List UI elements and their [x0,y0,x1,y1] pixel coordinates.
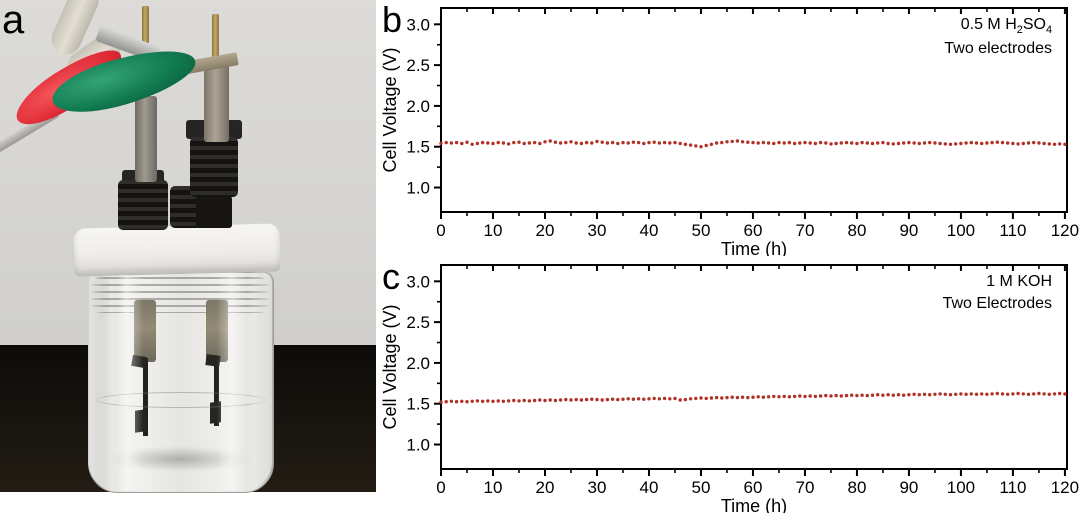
svg-text:70: 70 [795,221,814,240]
svg-text:90: 90 [899,221,918,240]
data-points [439,139,1067,149]
svg-text:1.5: 1.5 [406,395,430,414]
svg-text:110: 110 [999,221,1026,240]
axis-ticks [434,265,1066,476]
plot-frame [440,7,1068,213]
svg-text:120: 120 [1051,478,1079,497]
svg-text:70: 70 [795,478,814,497]
annotation-b: 0.5 M H2SO4 Two electrodes [944,14,1052,61]
svg-text:1.0: 1.0 [406,436,430,455]
svg-text:100: 100 [947,221,975,240]
svg-text:1.0: 1.0 [406,179,430,198]
svg-text:50: 50 [692,478,711,497]
axis-ticks [434,8,1066,219]
y-axis-title: Cell Voltage (V) [380,47,400,172]
svg-text:3.0: 3.0 [406,272,430,291]
svg-text:60: 60 [743,221,762,240]
chart-c-plot: 0 10 20 30 40 50 60 70 80 90 100 110 120 1.0 1.5 2.0 2.5… [380,264,1079,513]
annotation-line: 1 M KOH [986,273,1052,290]
svg-text:10: 10 [484,478,503,497]
svg-text:2.5: 2.5 [406,313,430,332]
left-electrode-shaft [135,96,157,182]
right-fitting-collar [196,196,232,228]
plot-frame [440,264,1068,470]
svg-text:20: 20 [536,478,555,497]
svg-text:90: 90 [899,478,918,497]
svg-text:0: 0 [436,478,445,497]
panel-b-letter: b [382,0,403,40]
svg-text:50: 50 [692,221,711,240]
glass-reflection-highlight [88,272,272,491]
chart-panel-c: 0 10 20 30 40 50 60 70 80 90 100 110 120 1.0 1.5 2.0 2.5… [380,257,1080,513]
svg-text:80: 80 [847,221,866,240]
right-brass-contact-pin [212,14,219,64]
x-axis-title: Time (h) [721,496,787,513]
annotation-line: Two electrodes [944,40,1052,58]
svg-text:2.5: 2.5 [406,56,430,75]
svg-text:40: 40 [640,478,659,497]
svg-text:100: 100 [947,478,975,497]
annotation-line: 0.5 M H2SO4 [960,16,1052,37]
chart-b-plot: 0 10 20 30 40 50 60 70 80 90 100 110 120 1.0 1.5 2.0 2.5… [380,7,1079,259]
svg-text:120: 120 [1051,221,1079,240]
right-electrode-shaft [204,60,229,142]
svg-text:2.0: 2.0 [406,97,430,116]
y-axis-title: Cell Voltage (V) [380,304,400,429]
plot-area: 0 10 20 30 40 50 60 70 80 90 100 110 120 1.0 1.5 2.0 2.5… [380,264,1079,513]
svg-text:80: 80 [847,478,866,497]
tick-labels: 0 10 20 30 40 50 60 70 80 90 100 110 120 1.0 1.5 2.0 2.5… [406,272,1079,497]
plot-area: 0 10 20 30 40 50 60 70 80 90 100 110 120 1.0 1.5 2.0 2.5… [380,7,1079,259]
photo-panel-a: a [0,0,376,513]
annotation-line: Two Electrodes [942,295,1052,313]
svg-text:20: 20 [536,221,555,240]
svg-text:40: 40 [640,221,659,240]
svg-text:3.0: 3.0 [406,15,430,34]
svg-text:60: 60 [743,478,762,497]
svg-text:110: 110 [999,478,1026,497]
jar-lid [73,223,281,277]
tick-labels: 0 10 20 30 40 50 60 70 80 90 100 110 120 1.0 1.5 2.0 2.5… [406,15,1079,240]
svg-text:1.5: 1.5 [406,138,430,157]
svg-text:0: 0 [436,221,445,240]
svg-text:2.0: 2.0 [406,354,430,373]
chart-panel-b: 0 10 20 30 40 50 60 70 80 90 100 110 120 1.0 1.5 2.0 2.5… [380,0,1080,259]
left-electrode-fitting [118,180,168,230]
data-points [439,391,1067,404]
annotation-c: 1 M KOH Two Electrodes [943,271,1052,316]
svg-text:30: 30 [588,478,607,497]
panel-a-letter: a [2,0,25,42]
panel-c-letter: c [382,256,400,297]
svg-text:10: 10 [484,221,503,240]
right-electrode-fitting [190,137,238,197]
svg-text:30: 30 [588,221,607,240]
x-axis-title: Time (h) [721,239,787,256]
